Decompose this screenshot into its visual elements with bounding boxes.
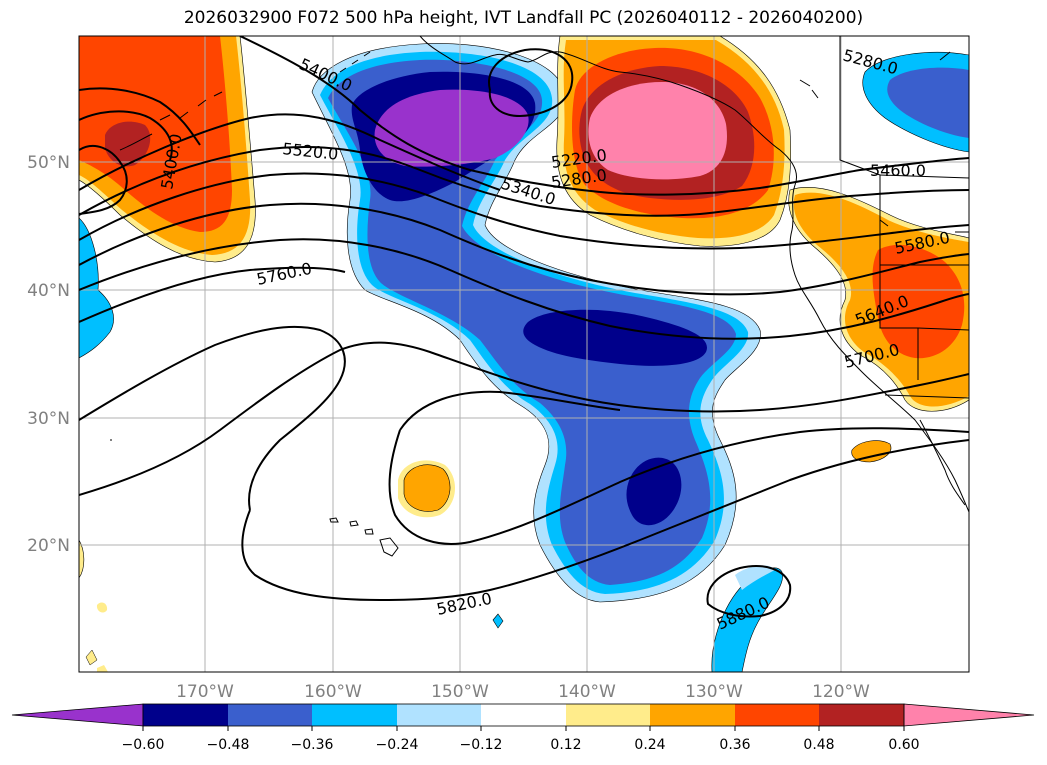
colorbar-segment: [650, 704, 735, 726]
lat-label: 50°N: [27, 153, 70, 173]
page-title: 2026032900 F072 500 hPa height, IVT Land…: [183, 8, 864, 28]
colorbar-segment: [481, 704, 566, 726]
colorbar-tick-label: −0.12: [460, 737, 503, 753]
latitude-labels: 50°N 40°N 30°N 20°N: [27, 153, 70, 556]
ivt-positive-sw-dot1: [96, 602, 108, 613]
colorbar-extend-high: [903, 703, 1035, 727]
colorbar-tick-label: 0.24: [634, 737, 665, 753]
lon-label: 170°W: [176, 682, 234, 702]
lat-label: 20°N: [27, 536, 70, 556]
ivt-positive-sw-dot3: [97, 665, 108, 672]
ivt-negative-south: [711, 567, 783, 672]
ivt-positive-nw-0.36: [79, 36, 232, 232]
contour-label: 5460.0: [870, 161, 926, 180]
colorbar: −0.60 −0.48 −0.36 −0.24 −0.12 0.12 0.24 …: [11, 703, 1035, 753]
colorbar-segment: [228, 704, 312, 726]
ivt-negative-south-light: [735, 565, 775, 590]
colorbar-tick-label: −0.60: [122, 737, 165, 753]
colorbar-tick-label: 0.36: [719, 737, 750, 753]
ivt-positive-hawaii-0.24: [403, 464, 451, 512]
ivt-positive-nw-0.48: [105, 121, 151, 167]
colorbar-tick-label: −0.24: [376, 737, 419, 753]
ivt-negative-west: [79, 217, 114, 359]
colorbar-tick-label: 0.48: [803, 737, 834, 753]
ivt-positive-sw-dot2: [85, 649, 98, 666]
longitude-labels: 170°W 160°W 150°W 140°W 130°W 120°W: [176, 682, 870, 702]
ivt-positive-ne-0.60: [588, 82, 727, 180]
colorbar-extend-low: [11, 703, 144, 727]
height-contours: [79, 36, 969, 618]
map-frame: [78, 35, 970, 673]
lon-label: 160°W: [304, 682, 362, 702]
ivt-positive-us-0.36: [872, 244, 965, 359]
lat-label: 40°N: [27, 281, 70, 301]
colorbar-segment: [819, 704, 904, 726]
lon-label: 120°W: [812, 682, 870, 702]
colorbar-tick-label: 0.12: [550, 737, 581, 753]
colorbar-segment: [397, 704, 481, 726]
colorbar-segment: [312, 704, 397, 726]
ivt-negative-small: [492, 613, 504, 629]
colorbar-segment: [566, 704, 650, 726]
ivt-negative-northeast-inner: [887, 67, 969, 138]
lat-label: 30°N: [27, 409, 70, 429]
lon-label: 150°W: [431, 682, 489, 702]
colorbar-segment: [735, 704, 819, 726]
colorbar-outline: [142, 703, 905, 727]
lon-label: 140°W: [558, 682, 616, 702]
hawaii-islands: [110, 439, 399, 557]
ivt-negative-0.48-center: [523, 309, 707, 366]
colorbar-tick-label: 0.60: [888, 737, 919, 753]
lon-label: 130°W: [685, 682, 743, 702]
map-area: 5400.0 5400.0 5520.0 5760.0 5220.0 5280.…: [79, 36, 969, 672]
colorbar-segment: [143, 704, 228, 726]
ivt-positive-us-small: [851, 440, 892, 463]
colorbar-tick-label: −0.36: [291, 737, 334, 753]
colorbar-tick-label: −0.48: [207, 737, 250, 753]
